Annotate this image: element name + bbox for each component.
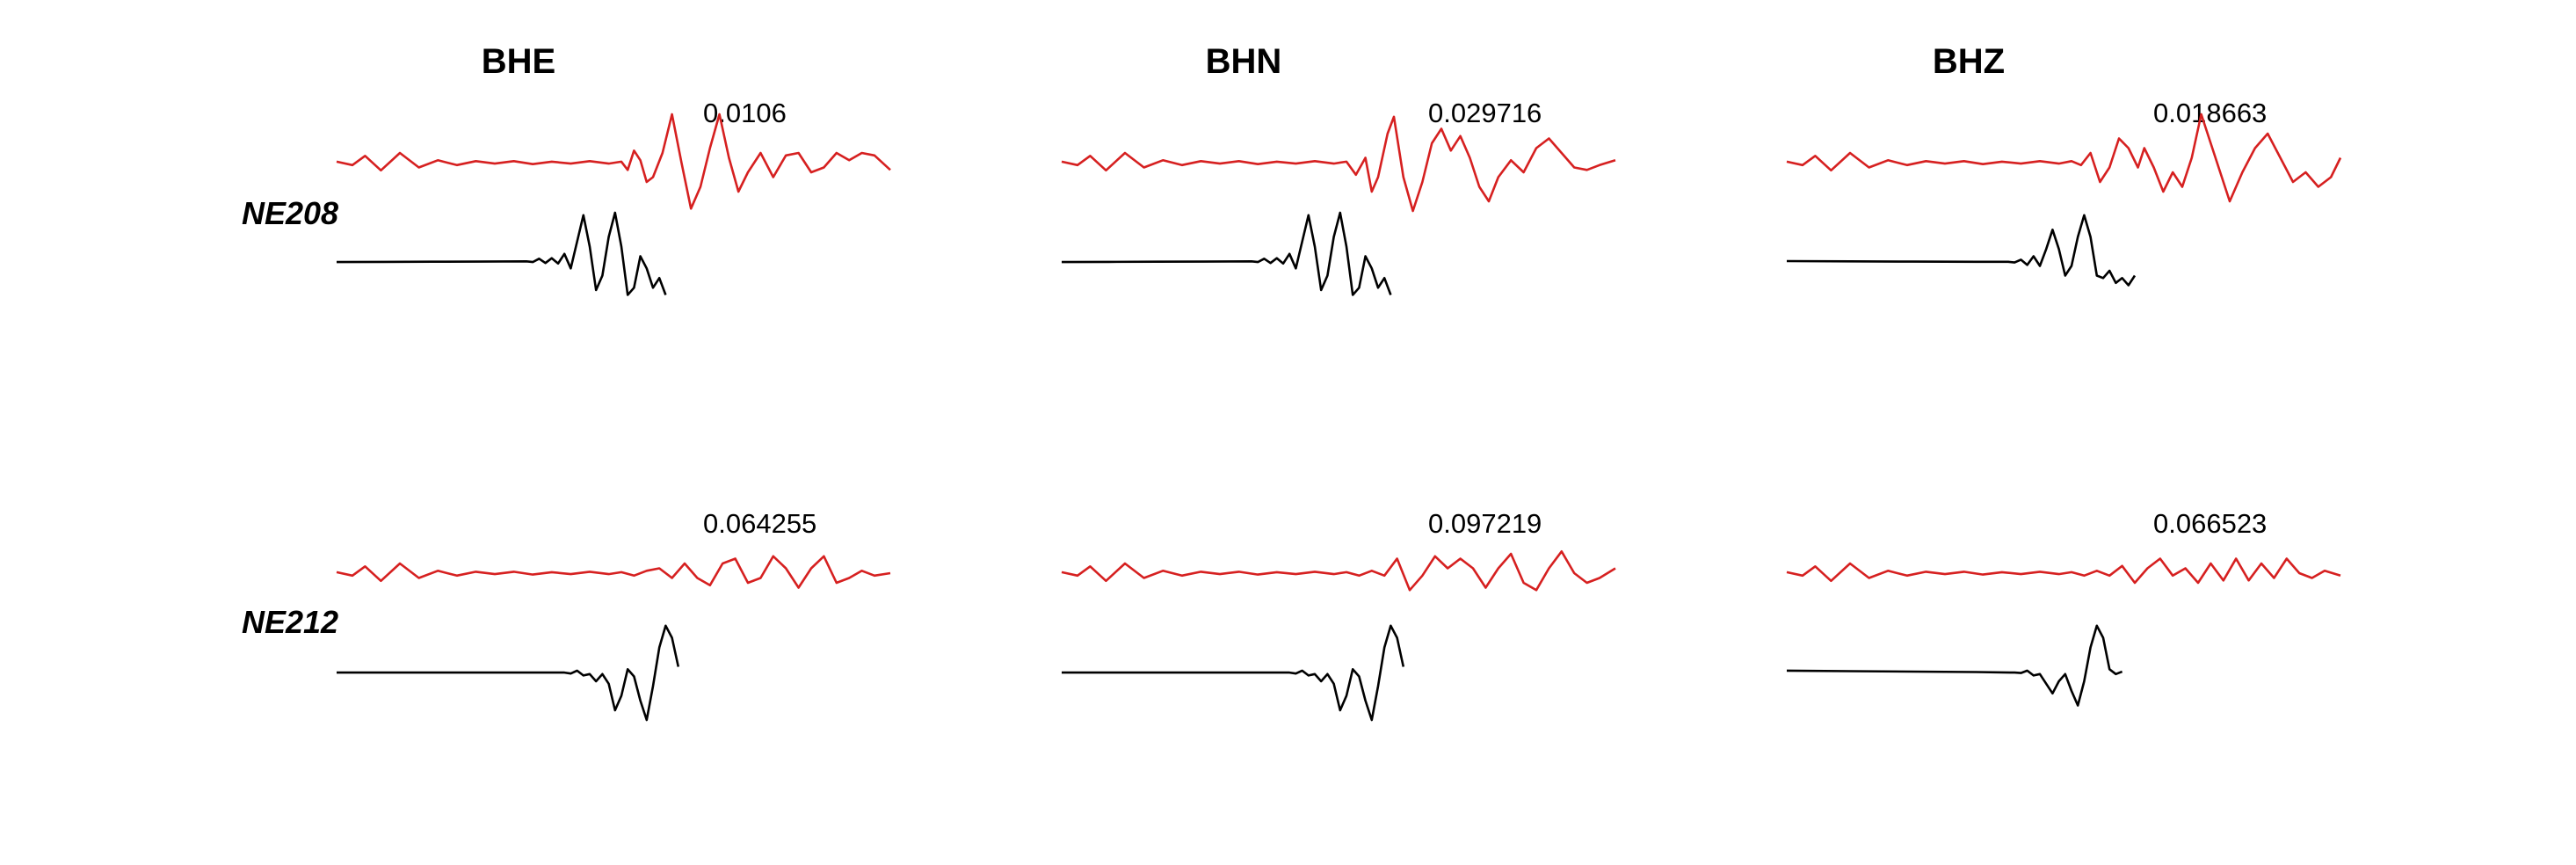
column-title-bhz: BHZ	[1932, 42, 2006, 81]
row-label-ne212: NE212	[242, 604, 339, 640]
synthetic-trace-ne212-bhn	[1062, 624, 1405, 722]
synthetic-trace-ne212-bhe	[337, 624, 680, 722]
value-label-ne208-bhn: 0.029716	[1428, 98, 1542, 128]
synthetic-trace-ne208-bhn	[1061, 211, 1392, 296]
observed-trace-ne208-bhe	[336, 113, 891, 210]
synthetic-trace-ne208-bhz	[1786, 214, 2137, 287]
synthetic-trace-ne212-bhz	[1786, 624, 2123, 707]
value-label-ne208-bhz: 0.018663	[2153, 98, 2268, 128]
value-label-ne212-bhe: 0.064255	[703, 508, 817, 539]
synthetic-trace-ne208-bhe	[336, 211, 667, 296]
row-label-ne208: NE208	[242, 195, 339, 231]
column-title-bhn: BHN	[1205, 42, 1282, 81]
observed-trace-ne208-bhn	[1061, 115, 1616, 213]
observed-trace-ne212-bhe	[336, 555, 891, 589]
observed-trace-ne212-bhz	[1786, 557, 2341, 585]
value-label-ne212-bhn: 0.097219	[1428, 508, 1542, 539]
observed-trace-ne212-bhn	[1061, 550, 1616, 592]
observed-trace-ne208-bhz	[1786, 113, 2342, 203]
value-label-ne212-bhz: 0.066523	[2153, 508, 2268, 539]
column-title-bhe: BHE	[481, 42, 556, 81]
